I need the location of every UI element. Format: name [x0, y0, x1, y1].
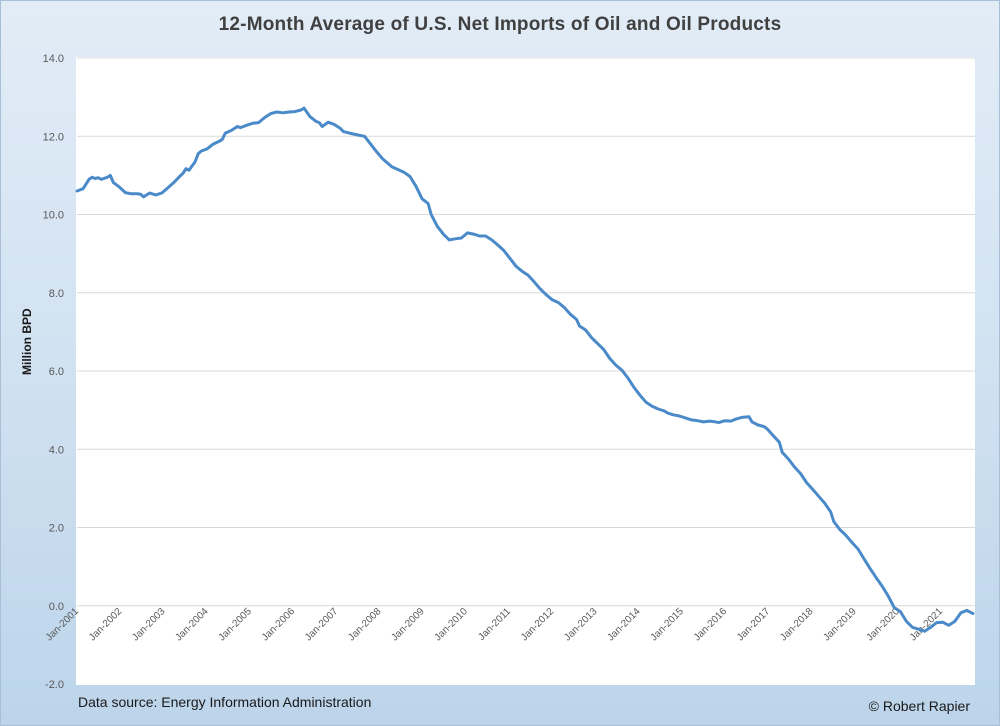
y-tick-label: 4.0 — [49, 444, 64, 456]
y-tick-label: 12.0 — [43, 131, 64, 143]
y-tick-label: 2.0 — [49, 523, 64, 535]
gridlines — [77, 57, 975, 607]
y-tick-label: 0.0 — [49, 601, 64, 613]
copyright-credit: © Robert Rapier — [868, 698, 970, 714]
y-tick-label: 10.0 — [43, 210, 64, 222]
y-tick-label: 8.0 — [49, 288, 64, 300]
chart-title: 12-Month Average of U.S. Net Imports of … — [218, 14, 782, 35]
y-tick-label: 6.0 — [49, 366, 64, 378]
series-line — [75, 106, 975, 633]
y-axis-ticks: 14.0 12.0 10.0 8.0 6.0 4.0 2.0 0.0 -2.0 — [43, 53, 64, 691]
y-axis-label: Million BPD — [20, 308, 34, 375]
y-tick-label: -2.0 — [45, 679, 64, 691]
data-source-note: Data source: Energy Information Administ… — [78, 694, 372, 710]
y-tick-label: 14.0 — [43, 53, 64, 65]
